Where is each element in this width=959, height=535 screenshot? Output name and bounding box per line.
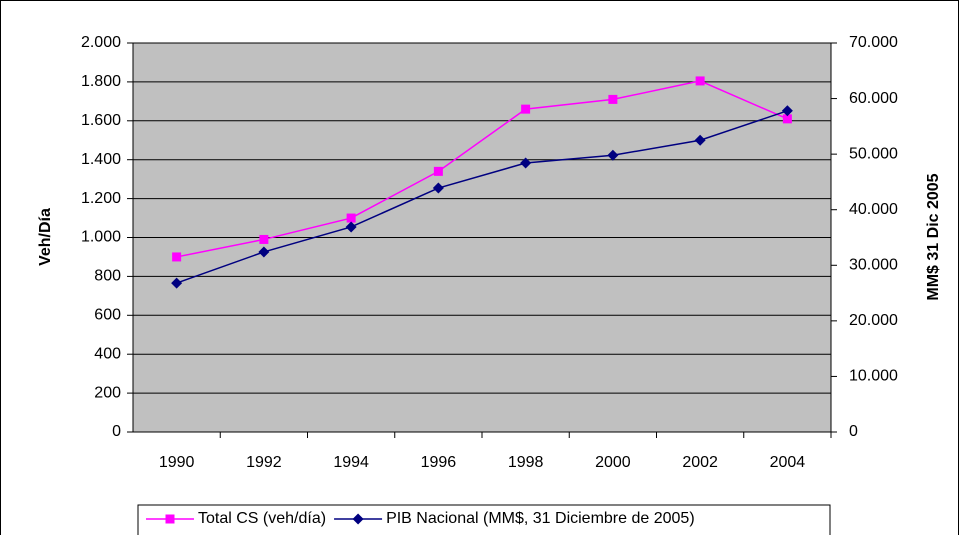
y2-tick-label: 70.000 — [849, 34, 898, 51]
point-marker — [694, 134, 706, 146]
y2-tick-label: 30.000 — [849, 257, 898, 274]
y-tick-label: 1.000 — [81, 229, 121, 246]
y-tick-label: 600 — [94, 307, 121, 324]
legend-box — [137, 504, 831, 535]
y-tick-label: 1.600 — [81, 112, 121, 129]
y2-tick-label: 60.000 — [849, 90, 898, 107]
x-tick-label: 1990 — [159, 454, 195, 471]
y2-tick-label: 20.000 — [849, 312, 898, 329]
point-marker — [782, 114, 792, 124]
point-marker — [345, 221, 357, 233]
x-tick-label: 1998 — [508, 454, 544, 471]
y2-tick-label: 40.000 — [849, 201, 898, 218]
point-marker — [607, 149, 619, 161]
y-axis-label: Veh/Día — [37, 208, 54, 266]
y2-tick-label: 50.000 — [849, 145, 898, 162]
y2-axis-label: MM$ 31 Dic 2005 — [925, 173, 942, 300]
y-tick-label: 1.400 — [81, 151, 121, 168]
point-marker — [258, 246, 270, 258]
point-marker — [781, 105, 793, 117]
series-line — [176, 110, 788, 284]
y2-tick-label: 10.000 — [849, 368, 898, 385]
x-tick-label: 2004 — [770, 454, 806, 471]
y-tick-label: 200 — [94, 384, 121, 401]
x-tick-label: 1992 — [246, 454, 282, 471]
point-marker — [171, 277, 183, 289]
y-tick-label: 0 — [112, 423, 121, 440]
point-marker — [172, 252, 182, 262]
point-marker — [520, 157, 532, 169]
point-marker — [432, 182, 444, 194]
legend-label: PIB Nacional (MM$, 31 Diciembre de 2005) — [386, 510, 695, 527]
x-tick-label: 2000 — [595, 454, 631, 471]
point-marker — [433, 166, 443, 176]
y-tick-label: 2.000 — [81, 34, 121, 51]
point-marker — [608, 94, 618, 104]
point-marker — [695, 76, 705, 86]
series-line — [176, 80, 788, 258]
legend-label: Total CS (veh/día) — [198, 510, 326, 527]
x-tick-label: 2002 — [682, 454, 718, 471]
legend-marker — [165, 514, 175, 524]
point-marker — [346, 213, 356, 223]
y2-tick-label: 0 — [849, 423, 858, 440]
x-tick-label: 1996 — [421, 454, 457, 471]
point-marker — [259, 234, 269, 244]
y-tick-label: 1.800 — [81, 73, 121, 90]
y-tick-label: 800 — [94, 268, 121, 285]
y-tick-label: 1.200 — [81, 190, 121, 207]
point-marker — [521, 104, 531, 114]
x-tick-label: 1994 — [333, 454, 369, 471]
legend-marker — [352, 513, 364, 525]
y-tick-label: 400 — [94, 345, 121, 362]
